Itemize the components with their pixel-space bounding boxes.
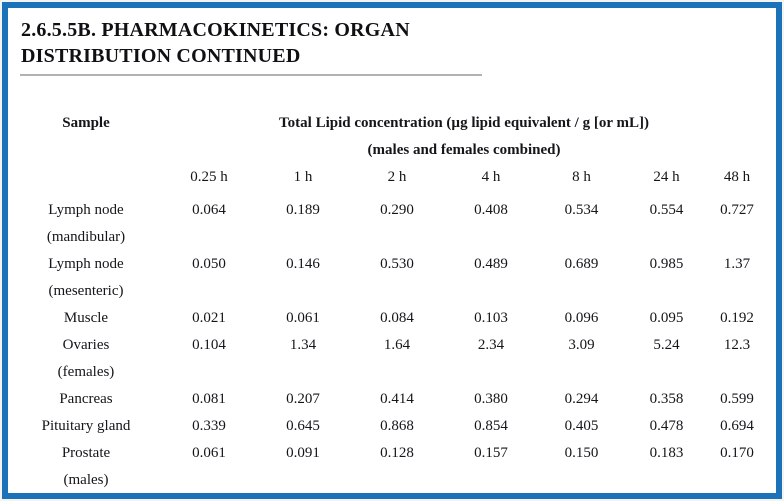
table-cell: 0.096 — [564, 310, 599, 326]
row-label: Muscle — [10, 305, 162, 332]
table-cell: 0.408 — [474, 202, 508, 218]
header-row-times: 0.25 h 1 h 2 h 4 h 8 h 24 h 48 h — [10, 164, 766, 197]
table-cell: 0.478 — [649, 418, 684, 434]
table-row-lymph-node-mandibular: Lymph node (mandibular) 0.064 0.189 0.29… — [10, 197, 766, 251]
table-cell: 0.146 — [286, 256, 320, 272]
column-header-sample: Sample — [62, 115, 110, 131]
table-row-lymph-node-mesenteric: Lymph node (mesenteric) 0.050 0.146 0.53… — [10, 251, 766, 305]
table-cell: 0.061 — [286, 310, 320, 326]
table-cell: 1.37 — [723, 256, 751, 272]
table-cell: 0.104 — [192, 337, 226, 353]
table-cell: 0.689 — [564, 256, 599, 272]
table-cell: 0.290 — [380, 202, 414, 218]
table-row-prostate: Prostate (males) 0.061 0.091 0.128 0.157… — [10, 440, 766, 493]
table-cell: 0.095 — [649, 310, 684, 326]
table-row-muscle: Muscle 0.021 0.061 0.084 0.103 0.096 0.0… — [10, 305, 766, 332]
table-cell: 0.183 — [649, 445, 684, 461]
row-label-line2: (males) — [63, 472, 109, 488]
table-cell: 0.128 — [380, 445, 414, 461]
table-cell: 1.64 — [383, 337, 411, 353]
table-cell: 0.103 — [474, 310, 508, 326]
lipid-concentration-table: Sample Total Lipid concentration (µg lip… — [10, 110, 766, 493]
table-cell: 1.34 — [289, 337, 317, 353]
table-cell: 0.021 — [192, 310, 226, 326]
row-label-line2: (mandibular) — [46, 229, 126, 245]
table-cell: 3.09 — [568, 337, 595, 353]
table-cell: 0.192 — [720, 310, 754, 326]
table-cell: 0.064 — [192, 202, 226, 218]
column-header-time-48h: 48 h — [723, 169, 751, 185]
column-header-time-1h: 1 h — [293, 169, 313, 185]
header-row-main: Sample Total Lipid concentration (µg lip… — [10, 110, 766, 137]
row-label-line1: Prostate — [61, 445, 111, 461]
table-cell: 0.150 — [564, 445, 599, 461]
row-label: Ovaries (females) — [10, 332, 162, 386]
table-cell: 0.868 — [380, 418, 414, 434]
row-label-line1: Lymph node — [48, 256, 124, 272]
row-label: Pituitary gland — [10, 413, 162, 440]
table-cell: 0.157 — [474, 445, 508, 461]
table-cell: 5.24 — [653, 337, 680, 353]
table-cell: 12.3 — [723, 337, 751, 353]
table-cell: 0.207 — [286, 391, 320, 407]
table-cell: 0.405 — [564, 418, 599, 434]
title-underline — [20, 74, 482, 76]
table-cell: 0.727 — [720, 202, 754, 218]
table-cell: 0.534 — [564, 202, 599, 218]
table-cell: 0.530 — [380, 256, 414, 272]
row-label: Lymph node (mesenteric) — [10, 251, 162, 305]
table-row-ovaries: Ovaries (females) 0.104 1.34 1.64 2.34 3… — [10, 332, 766, 386]
row-label: Lymph node (mandibular) — [10, 197, 162, 251]
table-cell: 0.081 — [192, 391, 226, 407]
column-header-time-025h: 0.25 h — [190, 169, 228, 185]
table-cell: 0.599 — [720, 391, 754, 407]
table-cell: 0.645 — [286, 418, 320, 434]
table-cell: 0.380 — [474, 391, 508, 407]
page-title: 2.6.5.5B. PHARMACOKINETICS: ORGAN DISTRI… — [21, 17, 776, 69]
table-cell: 0.489 — [474, 256, 508, 272]
column-header-time-2h: 2 h — [387, 169, 407, 185]
table-cell: 0.091 — [286, 445, 320, 461]
table-cell: 0.854 — [474, 418, 508, 434]
table-sub-header: (males and females combined) — [367, 142, 561, 158]
row-label: Pancreas — [10, 386, 162, 413]
table-cell: 0.358 — [649, 391, 684, 407]
table-row-pituitary-gland: Pituitary gland 0.339 0.645 0.868 0.854 … — [10, 413, 766, 440]
table-main-header: Total Lipid concentration (µg lipid equi… — [279, 115, 649, 131]
table-cell: 0.985 — [649, 256, 684, 272]
table-cell: 0.170 — [720, 445, 754, 461]
header-row-sub: (males and females combined) — [10, 137, 766, 164]
row-label-line1: Pancreas — [59, 391, 113, 407]
table-cell: 0.294 — [564, 391, 599, 407]
row-label: Prostate (males) — [10, 440, 162, 493]
table-cell: 0.189 — [286, 202, 320, 218]
table-cell: 2.34 — [477, 337, 505, 353]
row-label-line1: Lymph node — [48, 202, 124, 218]
row-label-line1: Ovaries — [62, 337, 110, 353]
row-label-line2: (females) — [57, 364, 115, 380]
table-cell: 0.554 — [649, 202, 684, 218]
column-header-time-8h: 8 h — [572, 169, 591, 185]
column-header-time-4h: 4 h — [481, 169, 501, 185]
table-cell: 0.339 — [192, 418, 226, 434]
header-spacer-cell — [10, 164, 162, 197]
column-header-time-24h: 24 h — [653, 169, 680, 185]
row-label-line1: Muscle — [63, 310, 109, 326]
table-cell: 0.050 — [192, 256, 226, 272]
table-cell: 0.414 — [380, 391, 414, 407]
row-label-line2: (mesenteric) — [48, 283, 124, 299]
page-title-line2: DISTRIBUTION CONTINUED — [21, 45, 301, 67]
table-cell: 0.694 — [720, 418, 754, 434]
table-cell: 0.084 — [380, 310, 414, 326]
table-row-pancreas: Pancreas 0.081 0.207 0.414 0.380 0.294 0… — [10, 386, 766, 413]
table-cell: 0.061 — [192, 445, 226, 461]
page-title-line1: 2.6.5.5B. PHARMACOKINETICS: ORGAN — [21, 19, 410, 41]
row-label-line1: Pituitary gland — [41, 418, 131, 434]
